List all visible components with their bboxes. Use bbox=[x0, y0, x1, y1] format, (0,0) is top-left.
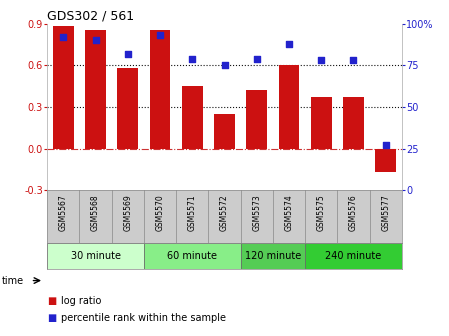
Text: GSM5575: GSM5575 bbox=[317, 195, 326, 231]
Bar bbox=[150, 31, 171, 149]
Bar bbox=[144, 243, 241, 269]
Text: ■: ■ bbox=[47, 312, 57, 323]
Point bbox=[156, 33, 163, 38]
Point bbox=[221, 62, 228, 68]
Bar bbox=[214, 114, 235, 149]
Text: GSM5573: GSM5573 bbox=[252, 195, 261, 231]
Text: GSM5576: GSM5576 bbox=[349, 195, 358, 231]
Bar bbox=[117, 68, 138, 149]
Point bbox=[382, 142, 389, 148]
Bar bbox=[182, 86, 203, 149]
Bar bbox=[278, 65, 299, 149]
Point bbox=[317, 57, 325, 63]
Point bbox=[124, 51, 132, 56]
Text: log ratio: log ratio bbox=[61, 296, 101, 306]
Text: GDS302 / 561: GDS302 / 561 bbox=[47, 9, 134, 23]
Bar bbox=[85, 31, 106, 149]
Point bbox=[253, 56, 260, 61]
Point bbox=[286, 41, 293, 46]
Text: percentile rank within the sample: percentile rank within the sample bbox=[61, 312, 225, 323]
Bar bbox=[241, 243, 305, 269]
Bar bbox=[246, 90, 267, 149]
Point bbox=[92, 38, 99, 43]
Text: GSM5577: GSM5577 bbox=[381, 195, 390, 231]
Text: GSM5570: GSM5570 bbox=[155, 195, 164, 231]
Bar bbox=[53, 26, 74, 149]
Point bbox=[350, 57, 357, 63]
Point bbox=[189, 56, 196, 61]
Text: 120 minute: 120 minute bbox=[245, 251, 301, 261]
Text: 30 minute: 30 minute bbox=[70, 251, 120, 261]
Bar bbox=[47, 243, 144, 269]
Point bbox=[60, 34, 67, 40]
Text: 240 minute: 240 minute bbox=[326, 251, 382, 261]
Text: GSM5567: GSM5567 bbox=[59, 195, 68, 231]
Text: time: time bbox=[2, 276, 24, 286]
Bar bbox=[375, 149, 396, 172]
Text: ■: ■ bbox=[47, 296, 57, 306]
Bar bbox=[305, 243, 402, 269]
Bar bbox=[311, 97, 332, 149]
Text: GSM5574: GSM5574 bbox=[285, 195, 294, 231]
Text: GSM5571: GSM5571 bbox=[188, 195, 197, 231]
Text: GSM5572: GSM5572 bbox=[220, 195, 229, 231]
Text: 60 minute: 60 minute bbox=[167, 251, 217, 261]
Text: GSM5568: GSM5568 bbox=[91, 195, 100, 231]
Bar bbox=[343, 97, 364, 149]
Text: GSM5569: GSM5569 bbox=[123, 195, 132, 231]
